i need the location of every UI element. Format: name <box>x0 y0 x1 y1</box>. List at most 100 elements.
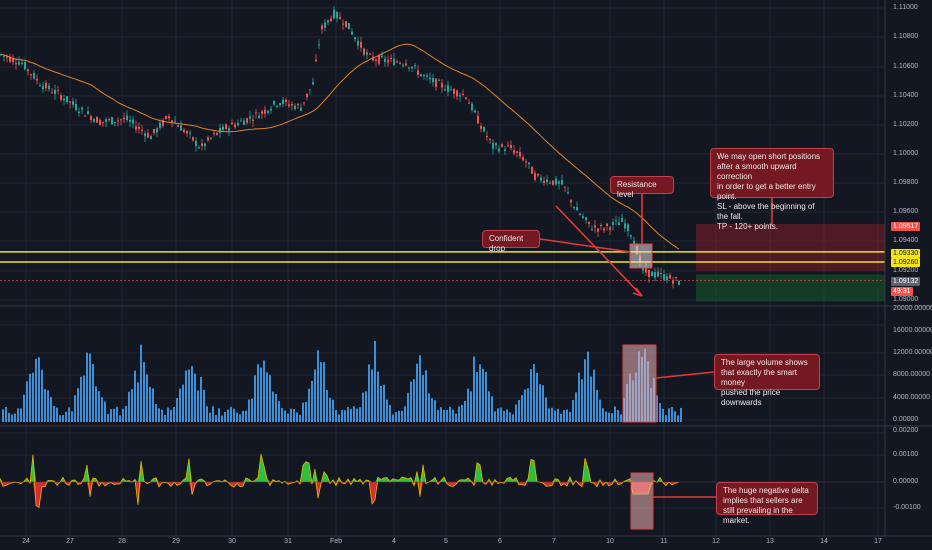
price-tag-current: 1.09132 <box>891 277 921 286</box>
candle-body <box>69 101 71 103</box>
candle-body <box>405 63 407 66</box>
price-axis-label: 1.09200 <box>893 267 919 274</box>
candle-body <box>618 222 620 225</box>
candle-body <box>486 135 488 137</box>
candle-body <box>471 103 473 111</box>
delta-negative-area <box>0 482 680 508</box>
candle-body <box>582 216 584 218</box>
candle-body <box>45 82 47 89</box>
volume-bar <box>209 412 211 422</box>
confident-drop-note[interactable]: Confident drop <box>482 230 540 253</box>
volume-bar <box>524 389 526 422</box>
candle-body <box>15 63 17 65</box>
candle-body <box>423 75 425 77</box>
candle-body <box>327 20 329 23</box>
volume-bar <box>35 358 37 422</box>
candle-body <box>249 116 251 119</box>
candle-body <box>186 131 188 134</box>
candle-body <box>54 89 56 95</box>
candle-body <box>432 78 434 83</box>
candle-body <box>198 147 200 149</box>
candle-body <box>27 69 29 72</box>
volume-bar <box>671 407 673 422</box>
candle-body <box>624 223 626 229</box>
delta-note[interactable]: The huge negative delta implies that sel… <box>716 482 818 525</box>
candle-body <box>537 173 539 176</box>
volume-bar <box>662 408 664 422</box>
candle-body <box>39 85 41 87</box>
price-axis-label: 1.11000 <box>893 4 918 11</box>
candle-body <box>75 103 77 110</box>
volume-bar <box>92 363 94 422</box>
volume-bar <box>125 405 127 422</box>
volume-bar <box>254 375 256 422</box>
candle-body <box>246 118 248 123</box>
volume-bar <box>659 403 661 422</box>
candle-body <box>84 115 86 117</box>
candle-body <box>564 186 566 188</box>
candle-body <box>555 178 557 185</box>
candle-body <box>429 77 431 80</box>
volume-bar <box>461 404 463 422</box>
volume-bar <box>407 392 409 422</box>
candle-body <box>24 62 26 70</box>
trade-idea-note[interactable]: We may open short positions after a smoo… <box>710 148 834 231</box>
volume-bar <box>443 409 445 422</box>
volume-bar <box>221 415 223 422</box>
candle-body <box>339 17 341 20</box>
volume-bar <box>587 351 589 422</box>
volume-bar <box>68 407 70 422</box>
candle-body <box>399 62 401 64</box>
candle-body <box>567 192 569 194</box>
date-label: 14 <box>820 538 828 545</box>
volume-bar <box>680 407 682 422</box>
volume-bar <box>311 380 313 422</box>
volume-bar <box>56 407 58 422</box>
volume-bar <box>557 408 559 422</box>
volume-bar <box>173 407 175 422</box>
candle-body <box>630 235 632 237</box>
candle-body <box>192 136 194 141</box>
volume-bar <box>80 376 82 422</box>
candle-body <box>18 61 20 65</box>
price-axis-label: 1.09600 <box>893 208 919 215</box>
candle-body <box>231 122 233 125</box>
candle-body <box>165 115 167 119</box>
candle-body <box>237 122 239 126</box>
candle-body <box>648 269 650 278</box>
candle-body <box>411 66 413 69</box>
volume-bar <box>362 392 364 422</box>
candle-body <box>126 115 128 121</box>
candle-body <box>408 67 410 69</box>
volume-bar <box>485 372 487 422</box>
drop-arrow-head-a <box>635 287 643 297</box>
volume-bar <box>245 410 247 422</box>
candle-body <box>51 92 53 94</box>
candle-body <box>354 37 356 40</box>
resistance-level-note[interactable]: Resistance level <box>610 176 674 199</box>
volume-bar <box>167 407 169 422</box>
level-lines <box>0 251 885 282</box>
candle-body <box>573 206 575 209</box>
volume-bar <box>449 406 451 422</box>
delta-axis-label: -0.00100 <box>893 504 921 511</box>
take-profit-zone <box>696 274 885 302</box>
volume-bar <box>158 408 160 422</box>
candle-body <box>153 129 155 133</box>
candle-body <box>501 144 503 147</box>
volume-bar <box>581 379 583 422</box>
candle-body <box>387 60 389 63</box>
candle-body <box>333 9 335 19</box>
date-label: 7 <box>552 538 556 545</box>
volume-bar <box>506 409 508 422</box>
volume-bar <box>602 408 604 422</box>
candle-body <box>597 228 599 232</box>
candle-body <box>66 95 68 103</box>
volume-note[interactable]: The large volume shows that exactly the … <box>714 354 820 407</box>
volume-bar <box>308 388 310 422</box>
volume-bar <box>191 366 193 422</box>
candle-body <box>357 41 359 46</box>
delta-line <box>0 454 679 509</box>
drop-arrow-head-b <box>632 292 643 297</box>
